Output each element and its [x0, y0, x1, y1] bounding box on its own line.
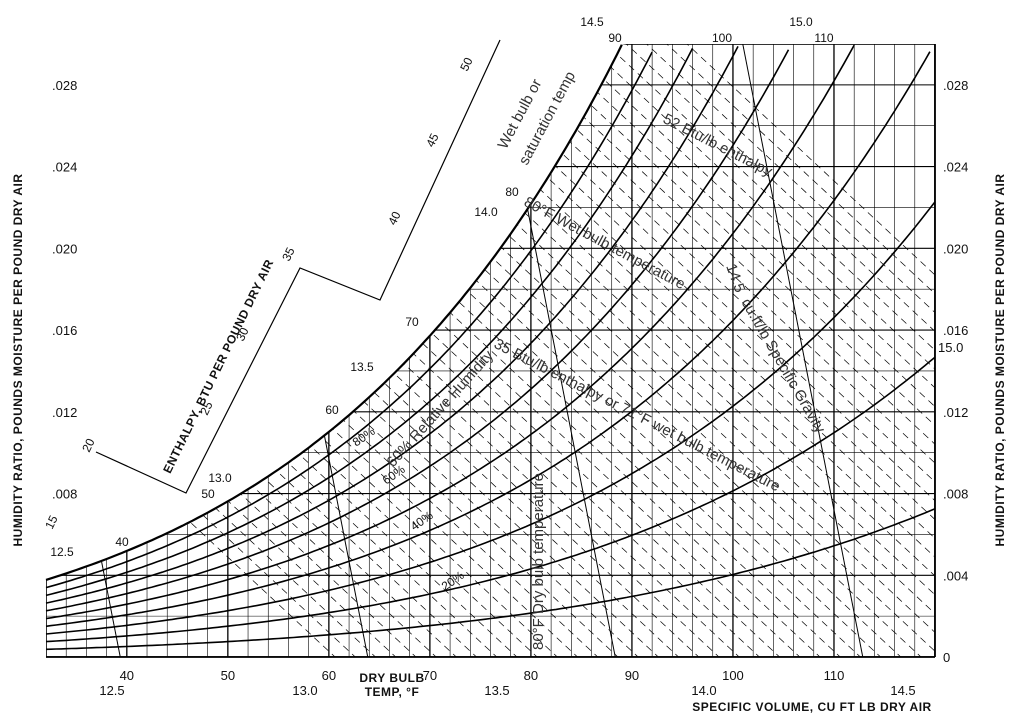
- enthalpy-dashed-line: [473, 44, 935, 657]
- enthalpy-tick-20: 20: [79, 436, 98, 454]
- sv-line-label-13.5: 13.5: [350, 360, 374, 374]
- enthalpy-dashed-line: [574, 44, 935, 657]
- enthalpy-scale-title: ENTHALPY, BTU PER POUND DRY AIR: [160, 257, 276, 476]
- y-tick-left-.012: .012: [52, 405, 77, 420]
- enthalpy-dashed-line: [635, 44, 935, 657]
- enthalpy-tick-50: 50: [457, 55, 476, 73]
- enthalpy-tick-30: 30: [233, 325, 252, 343]
- enthalpy-tick-25: 25: [197, 399, 216, 417]
- specific-volume-title: SPECIFIC VOLUME, CU FT LB DRY AIR: [692, 700, 931, 714]
- y-tick-right-.004: .004: [943, 568, 968, 583]
- y-tick-right-0: 0: [943, 650, 950, 665]
- y-tick-right-.012: .012: [943, 405, 968, 420]
- y-tick-left-.020: .020: [52, 241, 77, 256]
- enthalpy-tick-35: 35: [279, 245, 298, 263]
- sv-bottom-13.5: 13.5: [484, 683, 509, 698]
- y-axis-title-left: HUMIDITY RATIO, POUNDS MOISTURE PER POUN…: [11, 174, 25, 547]
- sv-line-label-13.0: 13.0: [208, 471, 232, 485]
- wet-bulb-label-60: 60: [325, 403, 339, 417]
- relative-humidity-curve: [45, 46, 739, 604]
- specific-volume-line: [247, 44, 369, 657]
- relative-humidity-curve: [45, 44, 623, 581]
- enthalpy-dashed-line: [675, 44, 935, 657]
- wet-bulb-label-80: 80: [505, 185, 519, 199]
- sv-line-label-14.0: 14.0: [474, 205, 498, 219]
- y-tick-right-.008: .008: [943, 487, 968, 502]
- enthalpy-tick-40: 40: [385, 209, 404, 227]
- x-tick-label-40: 40: [120, 668, 134, 683]
- enthalpy-dashed-line: [534, 44, 935, 657]
- x-tick-label-110: 110: [824, 668, 845, 683]
- sv-bottom-14.5: 14.5: [890, 683, 915, 698]
- x-axis-title-line2: TEMP, °F: [365, 685, 420, 699]
- y-tick-left-.008: .008: [52, 487, 77, 502]
- enthalpy-dashed-line: [615, 44, 935, 657]
- enthalpy-scale-edge: [95, 39, 501, 494]
- y-tick-right-.016: .016: [943, 323, 968, 338]
- rh-label-80: 80%: [350, 424, 378, 449]
- enthalpy-dashed-line: [514, 44, 935, 657]
- sv-line-label-12.5: 12.5: [50, 545, 74, 559]
- x-tick-label-80: 80: [524, 668, 538, 683]
- enthalpy-dashed-line: [46, 44, 670, 657]
- y-tick-right-.028: .028: [943, 78, 968, 93]
- x-tick-label-60: 60: [322, 668, 336, 683]
- sv-line-label-15.0: 15.0: [789, 15, 813, 29]
- y-tick-left-.028: .028: [52, 78, 77, 93]
- enthalpy-dashed-line: [46, 44, 367, 657]
- y-tick-right-.024: .024: [943, 160, 968, 175]
- enthalpy-dashed-line: [594, 44, 935, 657]
- sv-right-label: 15.0: [938, 340, 963, 355]
- y-tick-right-.020: .020: [943, 241, 968, 256]
- annotation-specific-gravity: cu.ft/lb Specific Gravity: [738, 296, 829, 437]
- relative-humidity-curve: [45, 201, 936, 635]
- sv-bottom-13.0: 13.0: [292, 683, 317, 698]
- wet-bulb-label-110: 110: [814, 31, 833, 45]
- enthalpy-tick-45: 45: [423, 131, 442, 149]
- wet-bulb-label-70: 70: [405, 315, 419, 329]
- enthalpy-dashed-line: [46, 44, 427, 657]
- curves-layer: [45, 39, 936, 651]
- x-tick-label-50: 50: [221, 668, 235, 683]
- relative-humidity-curve: [45, 51, 653, 589]
- x-axis-title-line1: DRY BULB: [359, 671, 424, 685]
- relative-humidity-curve: [45, 49, 790, 612]
- enthalpy-tick-15: 15: [42, 513, 61, 531]
- sv-line-label-14.5: 14.5: [580, 15, 604, 29]
- enthalpy-dashed-line: [655, 44, 935, 657]
- enthalpy-dashed-line: [46, 44, 549, 657]
- enthalpy-dashed-line: [493, 44, 935, 657]
- x-tick-label-90: 90: [625, 668, 639, 683]
- wet-bulb-label-50: 50: [201, 487, 215, 501]
- sv-bottom-12.5: 12.5: [99, 683, 124, 698]
- y-tick-left-.016: .016: [52, 323, 77, 338]
- wet-bulb-label-100: 100: [712, 31, 732, 45]
- x-tick-label-70: 70: [423, 668, 437, 683]
- enthalpy-dashed-line: [46, 44, 347, 657]
- y-axis-title-right: HUMIDITY RATIO, POUNDS MOISTURE PER POUN…: [993, 174, 1007, 547]
- annotation-specific-volume-145: 14.5: [722, 262, 748, 295]
- labels-layer: 40 50 60 70 80 90 100 110 .008 .012 .016 .020 .024 .0…: [42, 15, 968, 698]
- wet-bulb-label-40: 40: [115, 535, 129, 549]
- relative-humidity-curve: [45, 51, 931, 628]
- sv-bottom-14.0: 14.0: [691, 683, 716, 698]
- wet-bulb-label-90: 90: [608, 31, 622, 45]
- relative-humidity-curve: [45, 44, 855, 620]
- specific-volume-line: [742, 44, 864, 657]
- y-tick-left-.024: .024: [52, 160, 77, 175]
- annotation-relative-humidity: 60% Relative Humidity: [383, 347, 497, 471]
- relative-humidity-curve: [45, 48, 694, 597]
- relative-humidity-curve: [45, 508, 936, 651]
- x-tick-label-100: 100: [722, 668, 744, 683]
- enthalpy-dashed-line: [554, 44, 935, 657]
- annotation-dry-bulb-80: 80°F Dry bulb temperature: [530, 473, 547, 650]
- relative-humidity-curve: [45, 356, 936, 643]
